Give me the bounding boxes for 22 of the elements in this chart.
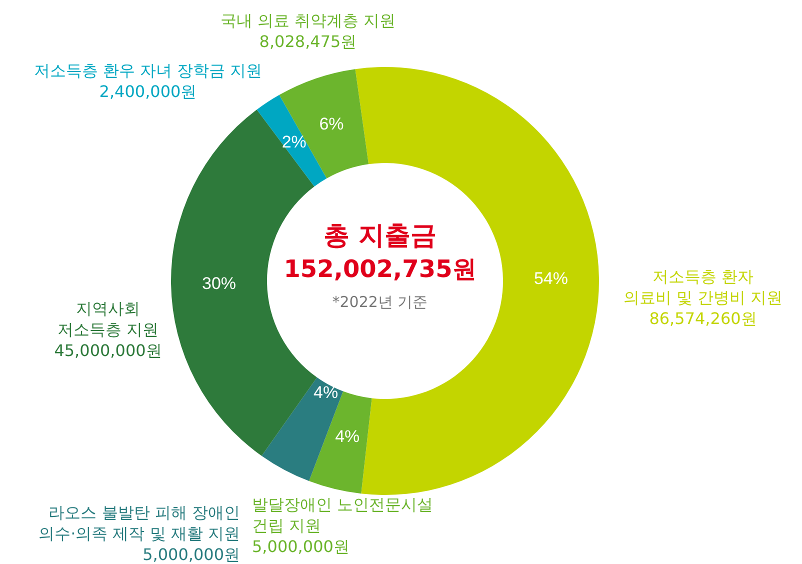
slice-label: 국내 의료 취약계층 지원: [219, 10, 397, 31]
text: 5,000,000원: [142, 544, 240, 564]
slice-label: 저소득층 환자 의료비 및 간병비 지원: [622, 266, 784, 308]
text: 45,000,000원: [53, 340, 163, 361]
slice-label: 발달장애인 노인전문시설 건립 지원: [252, 494, 434, 536]
data-label: 4%: [335, 427, 360, 446]
text: *2022년 기준: [331, 293, 429, 312]
data-label: 30%: [202, 274, 236, 293]
slice-label: 라오스 불발탄 피해 장애인 의수·의족 제작 및 재활 지원: [38, 502, 240, 544]
data-label: 54%: [534, 269, 568, 288]
text: 152,002,735원: [282, 254, 478, 285]
text: 총 지출금: [322, 220, 438, 253]
slice-label: 저소득층 환우 자녀 장학금 지원: [32, 60, 264, 81]
data-label: 2%: [282, 132, 306, 152]
slice-label: 지역사회 저소득층 지원: [56, 298, 160, 340]
text: 8,028,475원: [258, 31, 358, 52]
data-label: 4%: [314, 382, 338, 402]
donut-slice: [279, 69, 369, 178]
text: 5,000,000원: [252, 536, 350, 557]
text: 2,400,000원: [98, 81, 198, 102]
text: 86,574,260원: [648, 308, 758, 329]
data-label: 6%: [319, 114, 344, 134]
